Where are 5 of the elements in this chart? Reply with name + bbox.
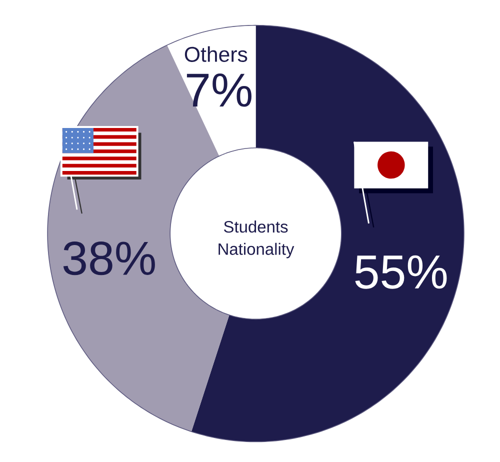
text: Students Nationality	[218, 220, 294, 258]
data-label: 38%	[63, 241, 155, 276]
data-label: 55%	[355, 255, 447, 289]
slice-label: Others	[184, 46, 248, 62]
data-label: 7%	[186, 73, 252, 107]
